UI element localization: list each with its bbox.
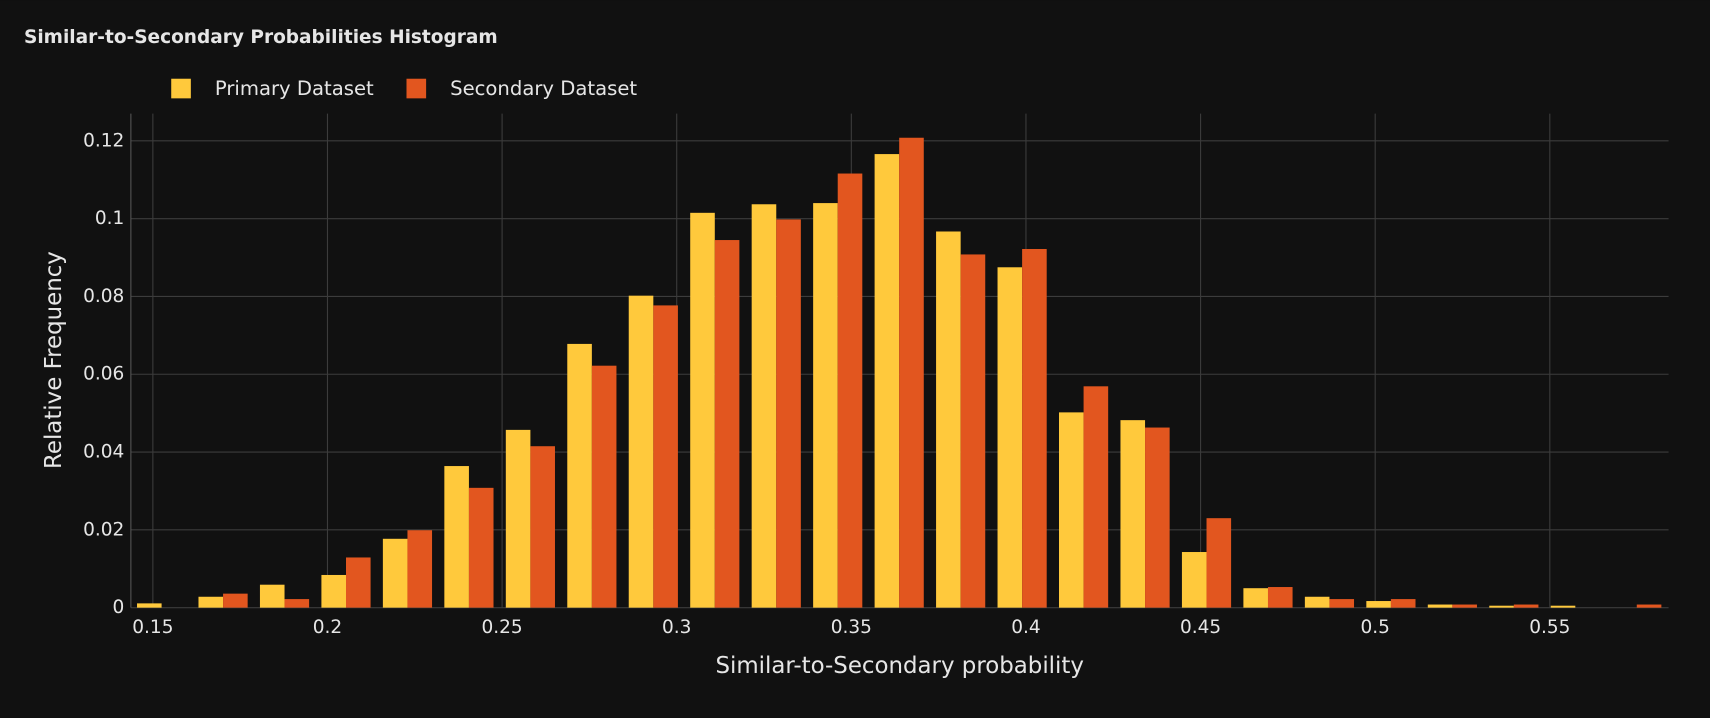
y-tick-label: 0.12 <box>83 130 124 151</box>
bar <box>1636 604 1662 608</box>
y-axis-title: Relative Frequency <box>41 251 67 469</box>
bar <box>1452 604 1477 608</box>
x-tick-label: 0.15 <box>132 617 173 638</box>
bar <box>1427 604 1453 608</box>
legend-label: Primary Dataset <box>215 77 374 100</box>
bar <box>530 446 555 608</box>
bar <box>1206 518 1232 608</box>
bar <box>591 365 617 608</box>
legend-swatch <box>406 78 427 99</box>
bar <box>653 305 678 608</box>
bar <box>751 204 777 608</box>
bar <box>1550 605 1576 608</box>
bar <box>776 219 801 608</box>
x-tick-label: 0.2 <box>313 617 342 638</box>
bar <box>198 596 224 608</box>
y-tick-label: 0.02 <box>83 519 124 540</box>
bar <box>223 593 248 608</box>
bar <box>1059 412 1084 608</box>
bar <box>960 254 986 608</box>
bar <box>1083 386 1109 608</box>
bar <box>1181 552 1207 608</box>
bar <box>997 267 1023 608</box>
x-tick-label: 0.3 <box>662 617 691 638</box>
bar <box>259 584 285 608</box>
bar <box>899 137 924 608</box>
bar <box>1489 605 1514 608</box>
x-axis-title: Similar-to-Secondary probability <box>715 653 1083 679</box>
bar <box>936 231 961 608</box>
legend-swatch <box>171 78 191 99</box>
y-tick-label: 0.1 <box>95 208 124 229</box>
y-tick-label: 0.06 <box>83 364 124 385</box>
bar <box>321 574 346 608</box>
bar <box>1366 601 1391 608</box>
chart-title: Similar-to-Secondary Probabilities Histo… <box>24 27 498 48</box>
legend-label: Secondary Dataset <box>450 77 637 100</box>
y-tick-label: 0 <box>113 597 125 618</box>
bar <box>1513 604 1539 608</box>
y-tick-label: 0.04 <box>83 442 124 463</box>
bar <box>813 203 838 608</box>
bar <box>407 530 433 608</box>
bar <box>1243 588 1268 608</box>
bar <box>345 557 371 608</box>
x-tick-label: 0.55 <box>1529 617 1570 638</box>
bar <box>382 538 408 608</box>
bar <box>505 429 531 608</box>
x-tick-label: 0.25 <box>481 617 522 638</box>
bar <box>567 343 592 608</box>
x-tick-label: 0.5 <box>1360 617 1389 638</box>
x-tick-label: 0.4 <box>1011 617 1040 638</box>
bar <box>837 173 863 608</box>
bar <box>1022 248 1047 608</box>
bar <box>468 487 494 608</box>
bar <box>628 295 654 608</box>
bar <box>1120 420 1146 608</box>
bar <box>1390 599 1416 608</box>
bar <box>1267 587 1293 608</box>
bar <box>714 240 740 608</box>
bar <box>874 154 900 608</box>
y-tick-label: 0.08 <box>83 286 124 307</box>
bar <box>690 212 715 608</box>
bar <box>284 599 310 608</box>
bar <box>1145 427 1170 608</box>
x-tick-label: 0.45 <box>1180 617 1221 638</box>
bar <box>444 466 469 608</box>
bar <box>137 603 162 608</box>
bar <box>1329 599 1355 608</box>
x-tick-label: 0.35 <box>831 617 872 638</box>
bar <box>1304 596 1330 608</box>
